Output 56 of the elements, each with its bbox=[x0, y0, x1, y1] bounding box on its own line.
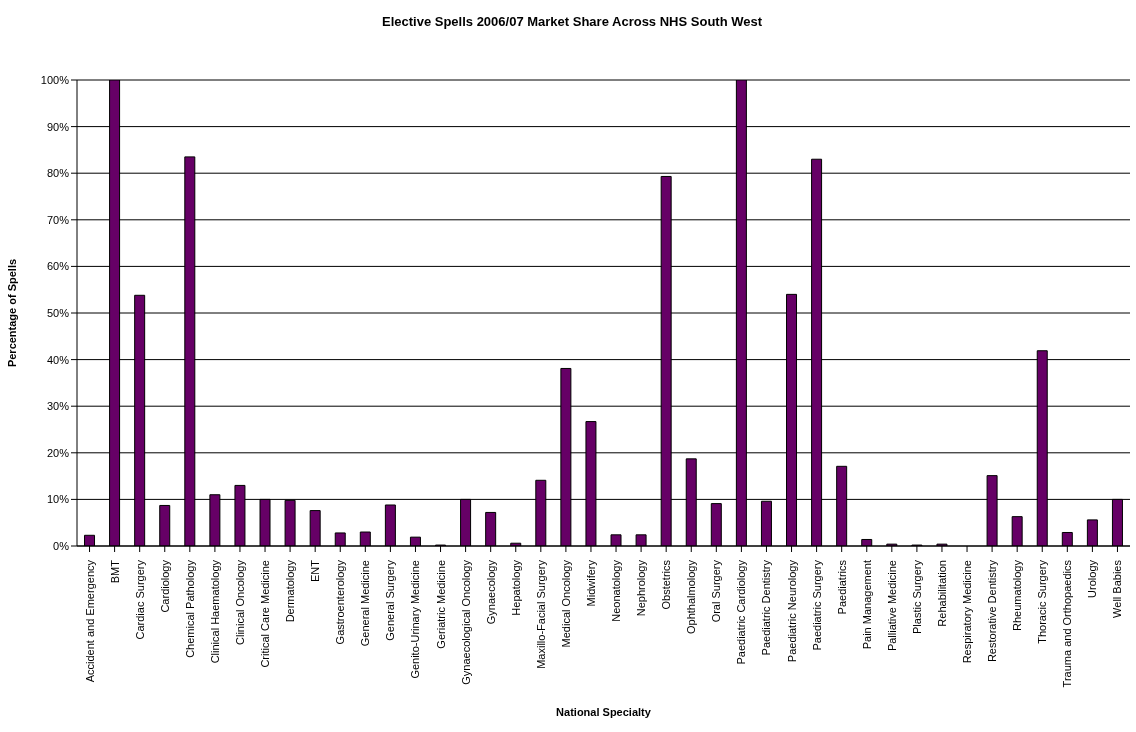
x-tick-label: Paediatric Neurology bbox=[785, 559, 798, 663]
x-tick-label: BMT bbox=[108, 559, 121, 584]
x-tick-label: Medical Oncology bbox=[559, 559, 572, 648]
x-tick-label: Paediatrics bbox=[835, 559, 848, 615]
x-tick-label: Cardiac Surgery bbox=[133, 559, 146, 640]
x-tick-label: Geriatric Medicine bbox=[434, 560, 447, 649]
x-tick-label: General Surgery bbox=[384, 559, 397, 641]
x-tick-label: Rehabilitation bbox=[935, 560, 948, 627]
y-tick-label: 60% bbox=[46, 260, 70, 273]
x-tick-label: ENT bbox=[309, 559, 322, 582]
x-tick-label: Clinical Haematology bbox=[208, 559, 221, 664]
x-tick-label: Restorative Dentistry bbox=[986, 559, 999, 663]
x-tick-label: Chemical Pathology bbox=[183, 559, 196, 658]
y-tick-label: 20% bbox=[46, 446, 70, 459]
y-tick-label: 100% bbox=[40, 73, 70, 86]
x-axis-title: National Specialty bbox=[556, 706, 652, 718]
x-tick-label: Critical Care Medicine bbox=[259, 560, 272, 668]
x-tick-label: Genito-Urinary Medicine bbox=[409, 560, 422, 679]
x-tick-label: Respiratory Medicine bbox=[961, 560, 974, 664]
x-tick-label: Well Babies bbox=[1111, 559, 1124, 618]
x-tick-label: Paediatric Cardiology bbox=[735, 559, 748, 665]
y-tick-label: 90% bbox=[46, 120, 70, 133]
x-tick-label: Midwifery bbox=[584, 559, 597, 607]
x-tick-label: Accident and Emergency bbox=[83, 559, 96, 683]
x-tick-label: General Medicine bbox=[359, 560, 372, 647]
y-tick-label: 70% bbox=[46, 213, 70, 226]
x-tick-label: Gynaecological Oncology bbox=[459, 559, 472, 685]
x-tick-label: Paediatric Surgery bbox=[810, 559, 823, 651]
x-tick-label: Nephrology bbox=[635, 559, 648, 617]
x-tick-label: Obstetrics bbox=[660, 559, 673, 610]
chart-title: Elective Spells 2006/07 Market Share Across NHS South West bbox=[380, 14, 764, 29]
x-tick-label: Palliative Medicine bbox=[885, 560, 898, 652]
y-tick-label: 50% bbox=[46, 306, 70, 319]
y-tick-label: 40% bbox=[46, 353, 70, 366]
x-tick-label: Neonatology bbox=[610, 559, 623, 622]
x-tick-label: Dermatology bbox=[284, 559, 297, 623]
x-tick-label: Rheumatology bbox=[1011, 559, 1024, 631]
y-axis-title: Percentage of Spells bbox=[5, 258, 18, 368]
x-tick-label: Paediatric Dentistry bbox=[760, 559, 773, 656]
x-tick-label: Ophthalmology bbox=[685, 559, 698, 634]
x-tick-label: Thoracic Surgery bbox=[1036, 559, 1049, 644]
x-tick-label: Hepatology bbox=[509, 559, 522, 616]
x-tick-label: Pain Management bbox=[860, 560, 873, 650]
x-tick-label: Oral Surgery bbox=[710, 559, 723, 623]
x-tick-label: Clinical Oncology bbox=[233, 559, 246, 645]
x-tick-label: Cardiology bbox=[158, 559, 171, 613]
x-tick-label: Maxillo-Facial Surgery bbox=[534, 559, 547, 669]
x-tick-label: Gynaecology bbox=[484, 559, 497, 625]
y-tick-label: 30% bbox=[46, 400, 70, 413]
x-tick-label: Gastroenterology bbox=[334, 559, 347, 645]
x-tick-label: Plastic Surgery bbox=[910, 559, 923, 634]
y-tick-label: 0% bbox=[53, 539, 70, 552]
x-tick-label: Urology bbox=[1086, 559, 1099, 598]
y-tick-label: 10% bbox=[46, 493, 70, 506]
x-tick-label: Trauma and Orthopaedics bbox=[1061, 559, 1074, 688]
y-tick-label: 80% bbox=[46, 167, 70, 180]
